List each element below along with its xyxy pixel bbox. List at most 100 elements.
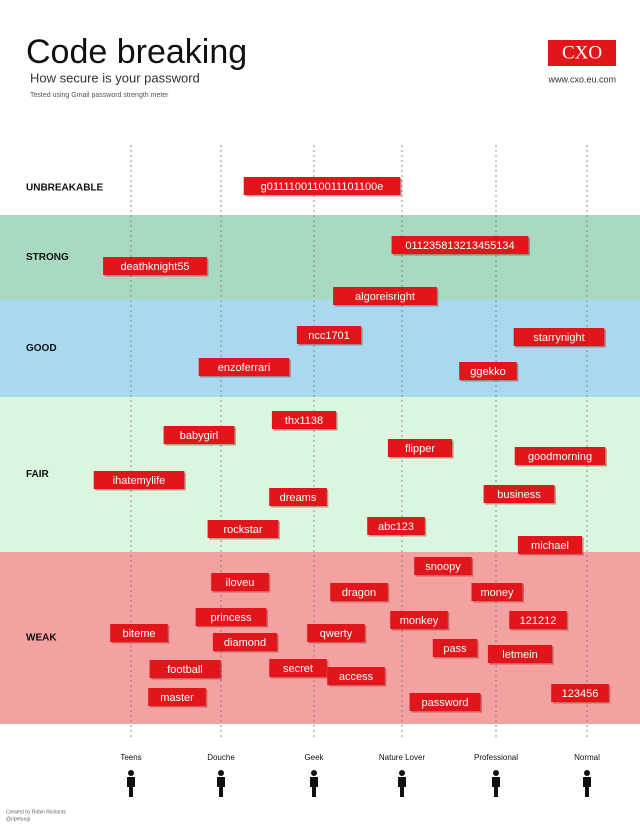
persona-icon	[310, 770, 318, 797]
password-box	[296, 326, 362, 344]
password: enzoferrari	[218, 362, 271, 374]
password: business	[497, 489, 541, 501]
icon-body	[217, 777, 225, 797]
persona-label: Professional	[474, 753, 518, 762]
persona-icon	[217, 770, 225, 797]
password: master	[160, 692, 194, 704]
password-box	[207, 520, 279, 538]
password: biteme	[122, 628, 155, 640]
band	[0, 300, 640, 397]
credit: Created by Robin Richards	[6, 809, 67, 815]
icon-body	[310, 777, 318, 797]
subtitle: How secure is your password	[30, 70, 200, 85]
band-label: STRONG	[26, 252, 69, 263]
persona-label: Nature Lover	[379, 753, 426, 762]
password-box	[414, 557, 472, 575]
title: Code breaking	[26, 33, 247, 71]
persona-label: Normal	[574, 753, 600, 762]
password: 011235813213455134	[405, 240, 514, 252]
password: 121212	[520, 615, 557, 627]
password: dragon	[342, 587, 376, 599]
password-box	[333, 287, 437, 305]
note: Tested using Gmail password strength met…	[30, 92, 169, 99]
password-box	[432, 639, 478, 657]
password-box	[110, 624, 168, 642]
password: ihatemylife	[113, 475, 166, 487]
icon-body	[583, 777, 591, 797]
password: michael	[531, 540, 569, 552]
password-box	[212, 633, 278, 651]
icon-head	[218, 770, 224, 776]
icon-head	[493, 770, 499, 776]
password: password	[421, 697, 468, 709]
password: letmein	[502, 649, 537, 661]
password-box	[390, 611, 448, 629]
password: money	[480, 587, 514, 599]
logo: CXO	[562, 42, 602, 63]
password-box	[103, 257, 207, 275]
password: flipper	[405, 443, 435, 455]
password-box	[551, 684, 609, 702]
persona-label: Teens	[120, 753, 141, 762]
credit: @ripetungi	[6, 816, 30, 822]
password: abc123	[378, 521, 414, 533]
password-box	[471, 583, 523, 601]
password: starrynight	[533, 332, 584, 344]
password: qwerty	[320, 628, 353, 640]
icon-head	[311, 770, 317, 776]
password-box	[195, 608, 267, 626]
persona-icon	[127, 770, 135, 797]
persona-icon	[492, 770, 500, 797]
persona-label: Douche	[207, 753, 235, 762]
password-box	[163, 426, 235, 444]
password-box	[391, 236, 529, 254]
band-label: WEAK	[26, 633, 57, 644]
password: babygirl	[180, 430, 219, 442]
password: diamond	[224, 637, 266, 649]
password: ggekko	[470, 366, 505, 378]
password-box	[509, 611, 567, 629]
password-box	[367, 517, 425, 535]
persona-icon	[398, 770, 406, 797]
icon-body	[492, 777, 500, 797]
password-box	[198, 358, 290, 376]
password-box	[93, 471, 185, 489]
password-box	[243, 177, 401, 195]
password: ncc1701	[308, 330, 350, 342]
icon-head	[128, 770, 134, 776]
password: snoopy	[425, 561, 461, 573]
icon-head	[584, 770, 590, 776]
password: deathknight55	[120, 261, 189, 273]
password-box	[409, 693, 481, 711]
password: 123456	[562, 688, 599, 700]
icon-head	[399, 770, 405, 776]
band-label: UNBREAKABLE	[26, 183, 104, 194]
password-box	[459, 362, 517, 380]
password: secret	[283, 663, 313, 675]
persona-icon	[583, 770, 591, 797]
password: rockstar	[223, 524, 262, 536]
password-box	[327, 667, 385, 685]
logo-box	[548, 40, 616, 66]
password-box	[307, 624, 365, 642]
band-label: GOOD	[26, 343, 57, 354]
password-box	[483, 485, 555, 503]
password-box	[387, 439, 453, 457]
password-box	[517, 536, 583, 554]
url: www.cxo.eu.com	[547, 74, 616, 84]
password-box	[513, 328, 605, 346]
band	[0, 215, 640, 300]
password-box	[269, 659, 327, 677]
passwords: g0111100110011101100e 011235813213455134 d…	[93, 177, 611, 713]
password: access	[339, 671, 374, 683]
persona-label: Geek	[304, 753, 324, 762]
password-box	[487, 645, 553, 663]
password: monkey	[400, 615, 439, 627]
password: princess	[211, 612, 252, 624]
password-box	[330, 583, 388, 601]
password-box	[148, 688, 206, 706]
password: thx1138	[285, 415, 323, 427]
password: football	[167, 664, 202, 676]
